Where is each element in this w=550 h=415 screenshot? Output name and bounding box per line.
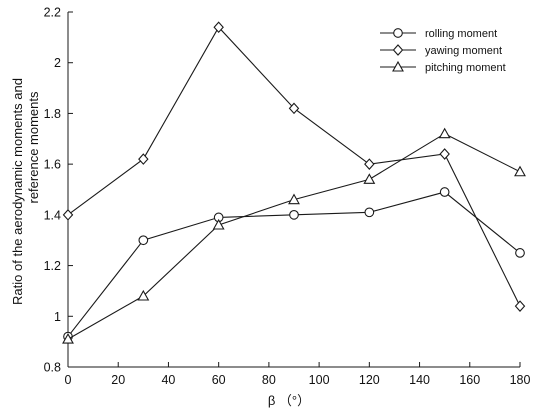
x-axis-label: β （°） <box>268 393 310 408</box>
legend-marker-triangle <box>392 60 404 72</box>
data-point-triangle <box>212 218 225 230</box>
data-point-circle <box>364 207 375 218</box>
y-tick-label: 1 <box>54 310 61 324</box>
legend-marker-circle <box>393 28 403 38</box>
series-diamond <box>62 21 526 312</box>
data-point-triangle <box>288 193 300 205</box>
data-point-triangle <box>137 289 150 301</box>
legend-label: rolling moment <box>425 28 497 40</box>
data-point-circle <box>289 210 299 220</box>
series-group <box>62 21 526 344</box>
data-point-triangle <box>514 165 526 177</box>
x-tick-label: 180 <box>510 373 531 387</box>
y-tick-label: 0.8 <box>44 361 61 375</box>
legend-item: pitching moment <box>380 60 506 74</box>
x-tick-label: 40 <box>161 373 175 387</box>
legend-item: rolling moment <box>380 28 497 40</box>
data-point-triangle <box>438 127 451 139</box>
y-axis-label-line1: Ratio of the aerodynamic moments and <box>10 78 25 305</box>
y-tick-label: 2 <box>54 56 61 70</box>
x-tick-label: 60 <box>212 373 226 387</box>
data-point-diamond <box>138 153 149 165</box>
data-point-diamond <box>213 21 224 34</box>
x-tick-label: 0 <box>65 373 72 387</box>
data-point-diamond <box>62 209 74 221</box>
data-point-circle <box>138 235 149 246</box>
data-point-diamond <box>288 102 300 115</box>
legend-marker-diamond <box>392 44 404 56</box>
x-tick-label: 140 <box>409 373 430 387</box>
data-point-circle <box>515 248 525 258</box>
legend: rolling moment yawing moment pitching mome… <box>380 28 506 74</box>
data-point-diamond <box>439 148 450 160</box>
legend-item: yawing moment <box>380 44 502 57</box>
axes <box>67 11 521 368</box>
y-tick-label: 2.2 <box>44 6 61 20</box>
y-axis-label-line2: reference moments <box>26 91 41 203</box>
x-tick-label: 120 <box>359 373 380 387</box>
x-tick-label: 80 <box>262 373 276 387</box>
data-point-triangle <box>363 173 376 184</box>
data-point-circle <box>439 187 450 197</box>
legend-label: yawing moment <box>425 45 502 57</box>
legend-label: pitching moment <box>425 62 506 74</box>
y-tick-label: 1.8 <box>44 107 61 121</box>
y-tick-label: 1.6 <box>44 158 61 172</box>
data-point-diamond <box>514 300 526 312</box>
tick-labels: 0 20 40 60 80 100 120 140 160 180 0.8 1 1.2 1.4 1.6 1.8… <box>44 6 531 388</box>
y-tick-label: 1.4 <box>44 208 61 222</box>
series-triangle <box>62 127 526 344</box>
data-point-diamond <box>364 158 375 170</box>
x-tick-label: 100 <box>309 373 330 387</box>
x-tick-label: 160 <box>459 373 480 387</box>
data-point-triangle <box>62 332 74 344</box>
series-circle <box>63 187 525 342</box>
x-tick-label: 20 <box>111 373 125 387</box>
y-tick-label: 1.2 <box>44 259 61 273</box>
